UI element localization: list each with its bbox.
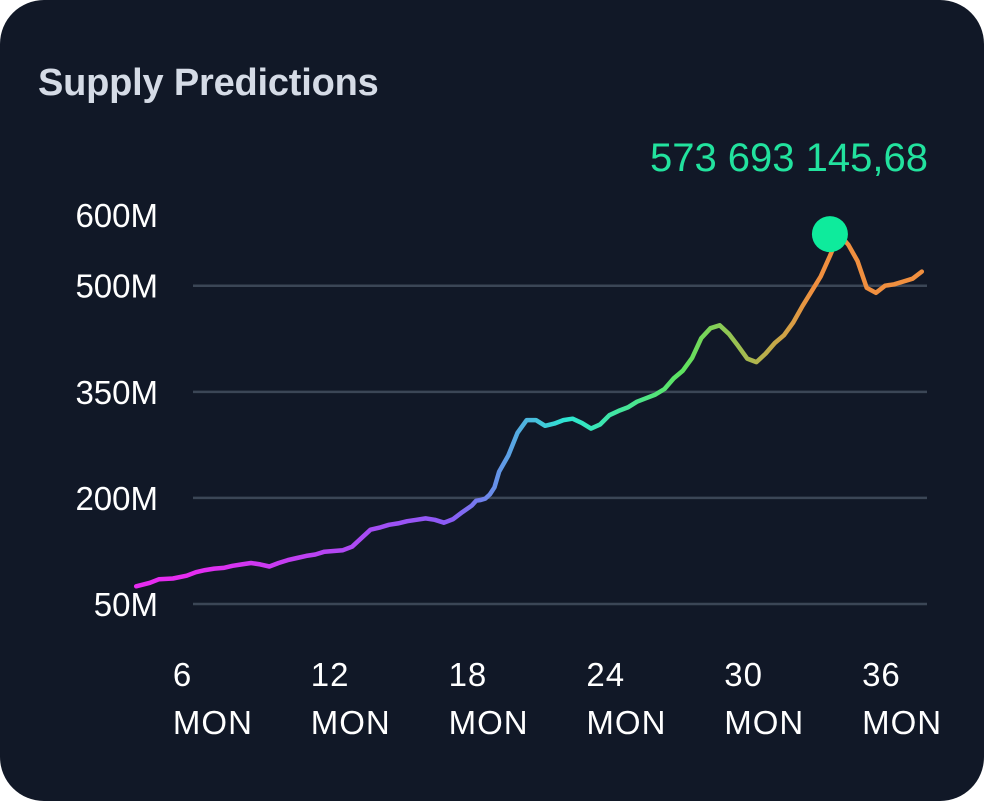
- supply-line: [133, 231, 925, 589]
- x-tick-label-number: 36: [862, 656, 901, 693]
- chart-title: Supply Predictions: [38, 62, 379, 104]
- x-tick-label-unit: MON: [311, 704, 391, 741]
- x-tick-label-number: 24: [586, 656, 625, 693]
- x-tick-label-number: 12: [311, 656, 350, 693]
- x-tick-label-unit: MON: [449, 704, 529, 741]
- peak-point-marker[interactable]: [811, 216, 848, 253]
- x-tick-label-unit: MON: [862, 704, 942, 741]
- y-tick-label: 200M: [75, 480, 158, 517]
- x-tick-label-number: 18: [449, 656, 488, 693]
- y-tick-label: 500M: [75, 268, 158, 305]
- y-tick-label: 50M: [94, 586, 158, 623]
- x-tick-label-unit: MON: [724, 704, 804, 741]
- y-tick-label: 350M: [75, 374, 158, 411]
- x-tick-label-unit: MON: [586, 704, 666, 741]
- y-tick-label: 600M: [75, 197, 158, 234]
- x-tick-label-number: 30: [724, 656, 763, 693]
- x-tick-label-number: 6: [173, 656, 192, 693]
- peak-value-label: 573 693 145,68: [650, 136, 928, 180]
- x-tick-label-unit: MON: [173, 704, 253, 741]
